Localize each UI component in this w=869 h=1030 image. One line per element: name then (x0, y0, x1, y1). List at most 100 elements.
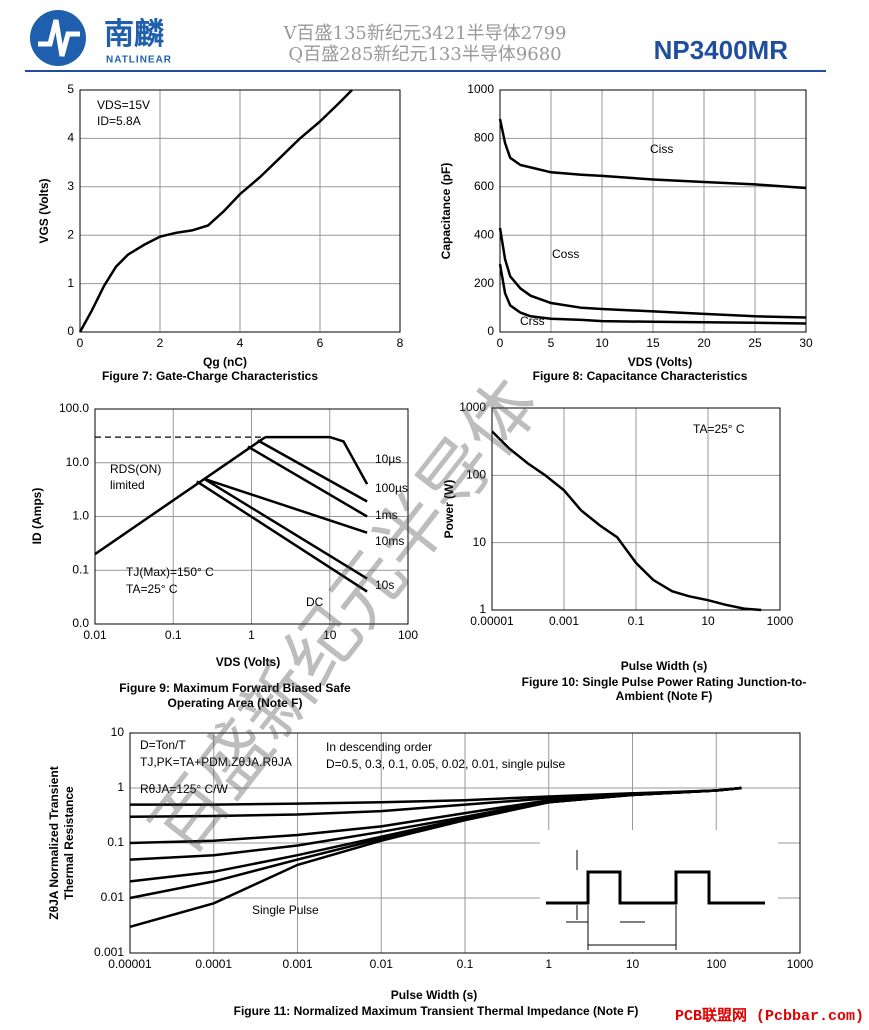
y-axis-label: VGS (Volts) (37, 178, 51, 243)
x-tick-label: 4 (237, 336, 244, 350)
annotation: D=Ton/T (140, 738, 186, 752)
x-tick-label: 0.001 (282, 957, 312, 971)
y-tick-label: 0.1 (107, 835, 124, 849)
x-tick-label: 0.001 (549, 614, 579, 628)
chart: 0 2 4 6 8 0 1 2 3 4 5 VDS=15V ID=5.8A Qg (nC) VGS (Vol… (37, 82, 403, 383)
x-tick-label: 8 (397, 336, 404, 350)
series-line (247, 445, 368, 518)
x-axis-label: Pulse Width (s) (621, 659, 708, 673)
annotation: TJ(Max)=150° C (126, 565, 214, 579)
y-tick-label: 0.001 (94, 945, 124, 959)
y-tick-label: 1000 (467, 82, 494, 96)
x-tick-label: 10 (595, 336, 609, 350)
series-label: 10s (375, 578, 394, 592)
series-label: 1ms (375, 508, 398, 522)
annotation: limited (110, 478, 145, 492)
y-tick-label: 0.0 (72, 616, 89, 630)
x-tick-label: 0.00001 (470, 614, 514, 628)
chart-title: Operating Area (Note F) (168, 696, 303, 710)
series-label: DC (306, 595, 324, 609)
series-label: Crss (520, 314, 545, 328)
annotation: ID=5.8A (97, 114, 141, 128)
x-tick-label: 0.00001 (108, 957, 152, 971)
plot-frame (499, 89, 807, 333)
y-tick-label: 10 (111, 725, 125, 739)
x-tick-label: 0.01 (83, 628, 107, 642)
x-tick-label: 5 (548, 336, 555, 350)
y-tick-label: 600 (474, 179, 494, 193)
x-tick-label: 20 (697, 336, 711, 350)
chart-title: Figure 8: Capacitance Characteristics (533, 369, 748, 383)
y-tick-label: 3 (67, 179, 74, 193)
annotation: TJ,PK=TA+PDM.ZθJA.RθJA (140, 755, 292, 769)
plot-frame (79, 89, 401, 333)
x-tick-label: 10 (626, 957, 640, 971)
x-tick-label: 10 (701, 614, 715, 628)
series-line (196, 480, 368, 593)
y-tick-label: 0 (67, 324, 74, 338)
annotation: TA=25° C (693, 422, 745, 436)
series-label: Coss (552, 247, 579, 261)
x-axis-label: Pulse Width (s) (391, 988, 478, 1002)
plot-frame (129, 732, 801, 954)
series-label: 10ms (375, 534, 404, 548)
annotation: Single Pulse (252, 903, 319, 917)
series-line (498, 263, 807, 325)
annotation: In descending order (326, 740, 432, 754)
x-tick-label: 1 (248, 628, 255, 642)
inset-box (540, 830, 778, 952)
annotation: VDS=15V (97, 98, 150, 112)
series-line (498, 227, 807, 319)
annotation: TA=25° C (126, 582, 178, 596)
y-axis-label: ID (Amps) (30, 488, 44, 545)
contact-line: V百盛135新纪元3421半导体2799 (283, 23, 567, 44)
x-tick-label: 15 (646, 336, 660, 350)
pulse-wave (546, 870, 765, 905)
footer: PCB联盟网 (Pcbbar.com) (675, 1007, 864, 1025)
x-tick-label: 0.1 (457, 957, 474, 971)
contact-line: Q百盛285新纪元133半导体9680 (288, 44, 561, 65)
x-tick-label: 0.1 (628, 614, 645, 628)
y-tick-label: 100.0 (59, 401, 89, 415)
x-tick-label: 30 (799, 336, 813, 350)
x-tick-label: 0.1 (165, 628, 182, 642)
x-tick-label: 0 (77, 336, 84, 350)
annotation: RθJA=125° C/W (140, 782, 229, 796)
y-tick-label: 1 (67, 276, 74, 290)
x-tick-label: 100 (706, 957, 726, 971)
logo-cn: 南麟 (104, 18, 164, 51)
chart-title: Figure 11: Normalized Maximum Transient … (234, 1004, 639, 1018)
x-tick-label: 6 (317, 336, 324, 350)
x-tick-label: 0.01 (370, 957, 394, 971)
y-axis-label: Capacitance (pF) (439, 163, 453, 260)
chart-title: Figure 7: Gate-Charge Characteristics (102, 369, 318, 383)
y-tick-label: 0 (487, 324, 494, 338)
series-label: Ciss (650, 142, 673, 156)
x-tick-label: 2 (157, 336, 164, 350)
logo-en: NATLINEAR (106, 55, 172, 66)
x-tick-label: 1000 (787, 957, 814, 971)
y-tick-label: 0.01 (101, 890, 125, 904)
x-tick-label: 0.0001 (195, 957, 232, 971)
y-tick-label: 1.0 (72, 509, 89, 523)
y-axis-label: ZθJA Normalized Transient (47, 766, 61, 919)
series-line (94, 436, 267, 556)
y-tick-label: 10 (473, 535, 487, 549)
part-number: NP3400MR (654, 35, 789, 65)
series-line (498, 118, 807, 190)
x-tick-label: 25 (748, 336, 762, 350)
chart: 0 5 10 15 20 25 30 0 200 400 600 800 1000 Ciss Coss Crs… (439, 82, 813, 383)
chart: 0.01 0.1 1 10 100 0.0 0.1 1.0 10.0 100.0 10µs 100µs… (30, 401, 418, 710)
chart-title: Figure 9: Maximum Forward Biased Safe (119, 681, 351, 695)
chart-title: Figure 10: Single Pulse Power Rating Jun… (522, 675, 807, 689)
x-axis-label: VDS (Volts) (216, 655, 280, 669)
y-tick-label: 1 (117, 780, 124, 794)
x-tick-label: 1 (545, 957, 552, 971)
x-axis-label: VDS (Volts) (628, 355, 692, 369)
y-tick-label: 800 (474, 131, 494, 145)
series-line (257, 439, 368, 503)
logo: 南麟 NATLINEAR (30, 10, 172, 66)
pulse-inset (540, 830, 778, 952)
